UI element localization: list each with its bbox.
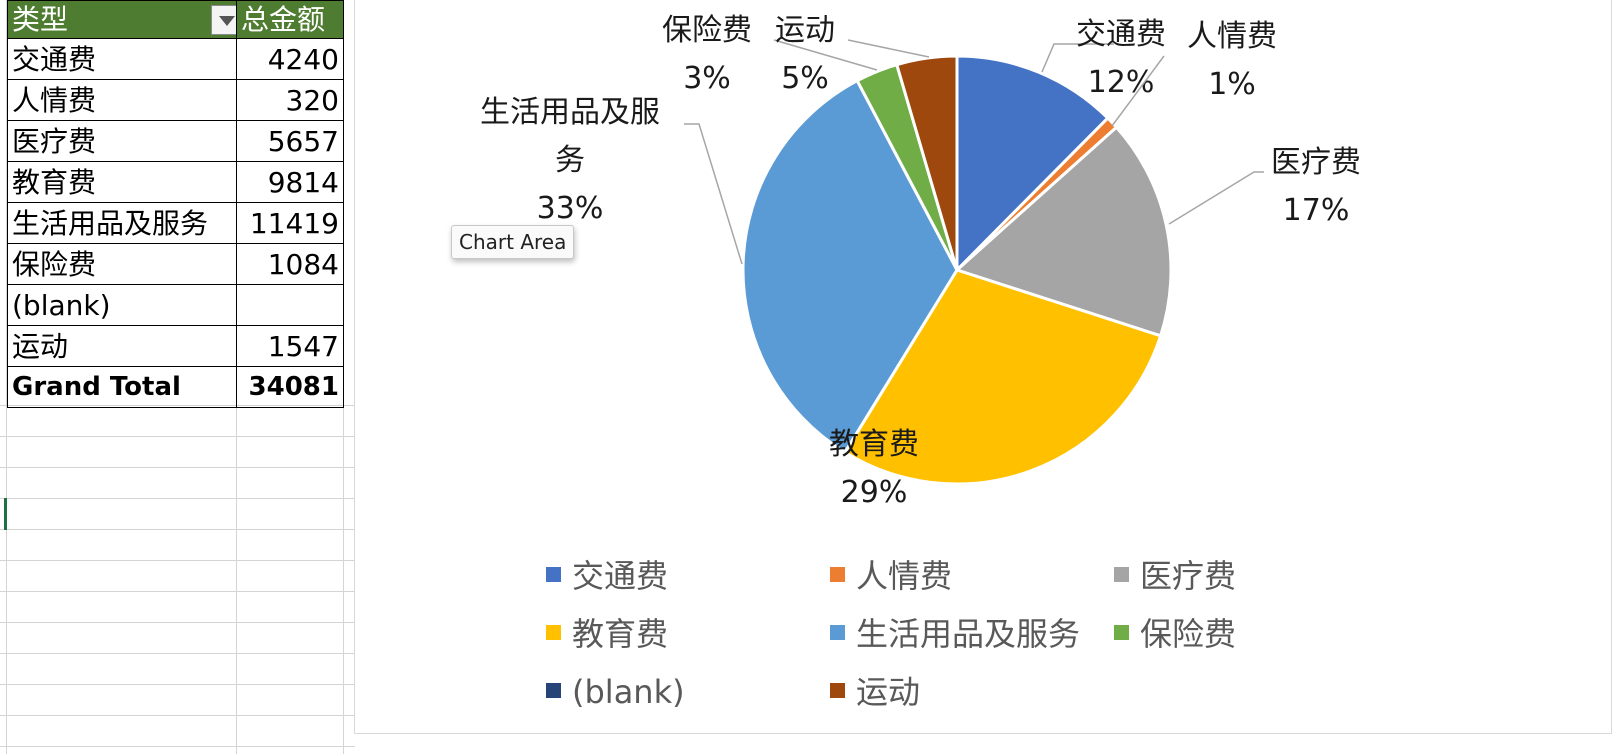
table-row: 人情费 320 — [7, 79, 344, 121]
row-value[interactable]: 1547 — [236, 325, 344, 367]
data-label-percent-3: 29% — [841, 475, 908, 510]
leader-line-2 — [1168, 171, 1264, 225]
row-label[interactable]: 教育费 — [7, 161, 237, 203]
row-label[interactable]: 保险费 — [7, 243, 237, 285]
table-row: 交通费 4240 — [7, 38, 344, 80]
table-row: 运动 1547 — [7, 325, 344, 367]
active-cell-marker — [4, 498, 7, 530]
grand-total-label[interactable]: Grand Total — [7, 366, 237, 408]
row-value[interactable]: 320 — [236, 79, 344, 121]
data-label-category-5: 保险费 — [662, 13, 752, 48]
legend-swatch-1[interactable] — [830, 567, 845, 582]
data-label-percent-5: 3% — [683, 61, 731, 96]
data-label-category-7: 运动 — [775, 13, 835, 48]
table-row: 生活用品及服务 11419 — [7, 202, 344, 244]
row-label[interactable]: 生活用品及服务 — [7, 202, 237, 244]
leader-line-5 — [773, 39, 878, 71]
row-value[interactable]: 1084 — [236, 243, 344, 285]
legend-label-2[interactable]: 医疗费 — [1140, 557, 1236, 595]
data-label-category-4: 务 — [555, 143, 585, 178]
header-type-label: 类型 — [12, 2, 69, 36]
legend-swatch-7[interactable] — [830, 683, 845, 698]
chart-area-tooltip: Chart Area — [451, 225, 575, 259]
row-label[interactable]: 运动 — [7, 325, 237, 367]
leader-line-4 — [684, 123, 743, 265]
legend-label-3[interactable]: 教育费 — [572, 615, 668, 653]
legend-swatch-5[interactable] — [1114, 625, 1129, 640]
legend-swatch-4[interactable] — [830, 625, 845, 640]
pie-slice-2[interactable] — [954, 125, 1173, 338]
legend-swatch-2[interactable] — [1114, 567, 1129, 582]
table-row: 医疗费 5657 — [7, 120, 344, 162]
filter-dropdown-icon[interactable] — [211, 5, 236, 35]
data-label-category-4: 生活用品及服 — [480, 95, 660, 130]
row-label[interactable]: 人情费 — [7, 79, 237, 121]
data-label-category-3: 教育费 — [829, 427, 919, 462]
table-row: (blank) — [7, 284, 344, 326]
pivot-header-row: 类型 总金额 — [7, 0, 344, 39]
legend-swatch-0[interactable] — [546, 567, 561, 582]
pie-slice-7[interactable] — [894, 54, 959, 271]
header-type[interactable]: 类型 — [7, 0, 237, 39]
leader-line-7 — [847, 39, 930, 58]
row-label[interactable]: 医疗费 — [7, 120, 237, 162]
leader-line-0 — [1041, 43, 1114, 73]
grand-total-value[interactable]: 34081 — [236, 366, 344, 408]
row-label[interactable]: 交通费 — [7, 38, 237, 80]
data-label-category-0: 交通费 — [1076, 17, 1166, 52]
data-label-percent-4: 33% — [537, 191, 604, 226]
legend-swatch-6[interactable] — [546, 683, 561, 698]
data-label-percent-0: 12% — [1088, 65, 1155, 100]
legend-label-4[interactable]: 生活用品及服务 — [856, 615, 1080, 653]
data-label-percent-7: 5% — [781, 61, 829, 96]
legend-label-0[interactable]: 交通费 — [572, 557, 668, 595]
table-row: 保险费 1084 — [7, 243, 344, 285]
grand-total-row: Grand Total 34081 — [7, 366, 344, 408]
pie-slice-0[interactable] — [955, 54, 1110, 274]
row-label[interactable]: (blank) — [7, 284, 237, 326]
leader-line-1 — [1111, 55, 1165, 127]
legend-label-7[interactable]: 运动 — [856, 673, 920, 711]
data-label-percent-2: 17% — [1283, 193, 1350, 228]
data-label-percent-1: 1% — [1208, 67, 1256, 102]
row-value[interactable]: 4240 — [236, 38, 344, 80]
pie-slice-3[interactable] — [842, 268, 1163, 486]
row-value[interactable]: 11419 — [236, 202, 344, 244]
row-value[interactable]: 9814 — [236, 161, 344, 203]
legend-label-6[interactable]: (blank) — [572, 673, 685, 711]
row-value[interactable]: 5657 — [236, 120, 344, 162]
pie-slice-4[interactable] — [741, 78, 959, 455]
legend-swatch-3[interactable] — [546, 625, 561, 640]
legend-label-1[interactable]: 人情费 — [856, 557, 952, 595]
row-value[interactable] — [236, 284, 344, 326]
pivot-table: 类型 总金额 交通费 4240 人情费 320 医疗费 5657 教育费 981… — [7, 0, 344, 408]
legend-label-5[interactable]: 保险费 — [1140, 615, 1236, 653]
header-amount[interactable]: 总金额 — [236, 0, 344, 39]
data-label-category-2: 医疗费 — [1271, 145, 1361, 180]
data-label-category-1: 人情费 — [1187, 19, 1277, 54]
table-row: 教育费 9814 — [7, 161, 344, 203]
pie-chart[interactable]: 交通费 12% 人情费 1% 医疗费 17% 教育费 29% 生活用品及服务 33% 保险费 3% 运动… — [354, 0, 1612, 740]
